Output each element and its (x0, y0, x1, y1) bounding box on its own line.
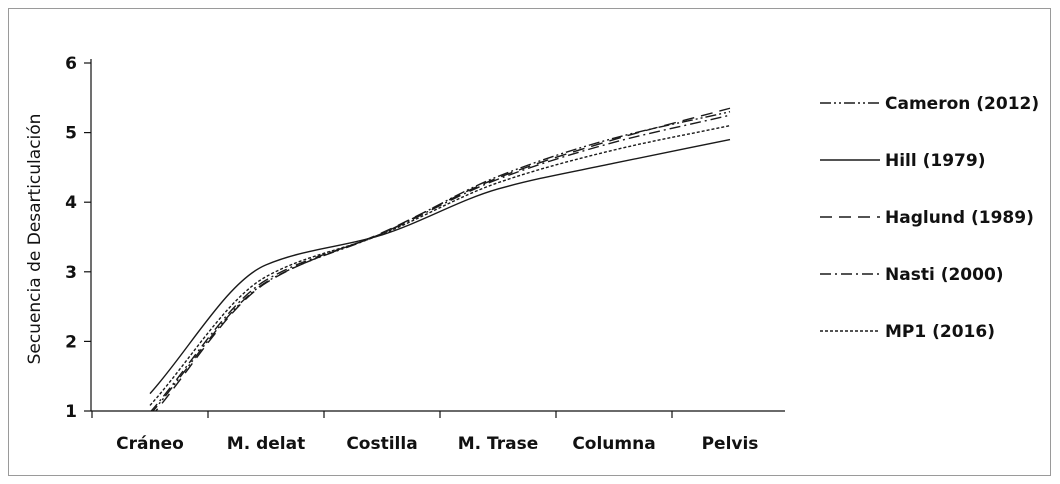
x-tick-label: Columna (572, 434, 655, 454)
x-tick-label: Costilla (346, 434, 417, 454)
x-tick-label: Pelvis (702, 434, 759, 454)
legend-label: Nasti (2000) (885, 265, 1004, 285)
series-group (149, 107, 731, 411)
y-axis-title: Secuencia de Desarticulación (25, 114, 45, 365)
series-line-1 (149, 138, 731, 395)
y-tick-label: 6 (65, 54, 77, 74)
series-line-3 (150, 114, 731, 411)
x-tick-label: Cráneo (116, 434, 184, 454)
chart-frame (8, 8, 1051, 476)
plot-area (149, 107, 731, 411)
legend-label: Haglund (1989) (885, 208, 1034, 228)
legend-label: Cameron (2012) (885, 94, 1039, 114)
y-tick-label: 2 (65, 332, 77, 352)
axes: 1 2 3 4 5 6 Cráneo M. delat Costilla M. Trase Colu… (65, 54, 785, 454)
y-tick-label: 5 (65, 124, 77, 144)
legend: Cameron (2012) Hill (1979) Haglund (1989) N… (820, 94, 1039, 342)
y-tick-label: 3 (65, 263, 77, 283)
series-line-2 (154, 107, 731, 411)
series-line-4 (149, 124, 731, 406)
x-tick-label: M. delat (227, 434, 305, 454)
legend-label: Hill (1979) (885, 151, 985, 171)
x-tick-label: M. Trase (458, 434, 539, 454)
y-tick-label: 1 (65, 402, 77, 422)
legend-label: MP1 (2016) (885, 322, 995, 342)
y-tick-label: 4 (65, 193, 77, 213)
